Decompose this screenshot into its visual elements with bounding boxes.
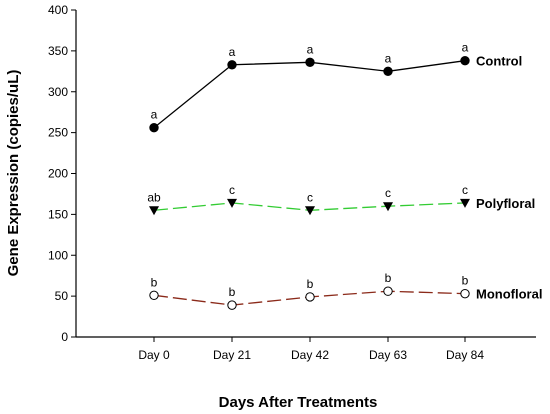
series-monofloral: b b b b b Monofloral (149, 271, 542, 310)
data-point (383, 66, 393, 77)
point-label: a (307, 42, 314, 56)
data-point (460, 288, 470, 299)
data-point (460, 55, 470, 66)
point-label: c (307, 190, 313, 204)
data-point (149, 123, 159, 133)
y-tick-label: 100 (48, 248, 68, 262)
data-point (227, 60, 237, 70)
x-tick-label: Day 84 (446, 348, 484, 362)
y-tick-label: 350 (48, 44, 68, 58)
point-label: a (229, 45, 236, 59)
data-point (227, 300, 237, 310)
data-point (460, 198, 470, 208)
series-name-label: Monofloral (476, 287, 542, 302)
x-axis-title: Days After Treatments (219, 394, 378, 411)
y-axis-title: Gene Expression (copies/uL) (5, 70, 22, 277)
y-tick-label: 200 (48, 167, 68, 181)
x-tick-label: Day 42 (291, 348, 329, 362)
point-label: a (385, 51, 392, 65)
y-tick-label: 300 (48, 85, 68, 99)
point-label: c (229, 183, 235, 197)
series-name-label: Control (476, 54, 522, 69)
series-polyfloral: ab c c c c Polyfloral (147, 183, 535, 216)
point-label: b (385, 271, 392, 285)
y-tick-label: 250 (48, 126, 68, 140)
data-point (305, 206, 315, 216)
point-label: c (385, 186, 391, 200)
data-point (383, 202, 393, 212)
point-label: b (151, 275, 158, 289)
x-tick-label: Day 21 (213, 348, 251, 362)
x-tick-label: Day 0 (138, 348, 170, 362)
plot-area: 0 50 100 150 200 250 300 350 400 Day 0 Day 21 Day 4… (48, 3, 542, 362)
data-point (305, 292, 315, 302)
series-line (153, 60, 466, 129)
point-label: b (462, 274, 469, 288)
point-label: a (462, 41, 469, 55)
point-label: a (151, 108, 158, 122)
y-tick-label: 400 (48, 3, 68, 17)
data-point (149, 206, 159, 216)
data-point (383, 286, 393, 296)
y-tick-label: 0 (61, 330, 68, 344)
point-label: ab (147, 190, 161, 204)
data-point (227, 198, 237, 208)
x-tick-label: Day 63 (369, 348, 407, 362)
series-control: a a a a a Control (149, 41, 522, 133)
y-tick-label: 150 (48, 207, 68, 221)
data-point (305, 57, 315, 68)
y-tick-label: 50 (55, 289, 69, 303)
point-label: b (229, 285, 236, 299)
data-point (149, 290, 159, 301)
series-name-label: Polyfloral (476, 196, 535, 211)
point-label: b (307, 277, 314, 291)
point-label: c (462, 183, 468, 197)
